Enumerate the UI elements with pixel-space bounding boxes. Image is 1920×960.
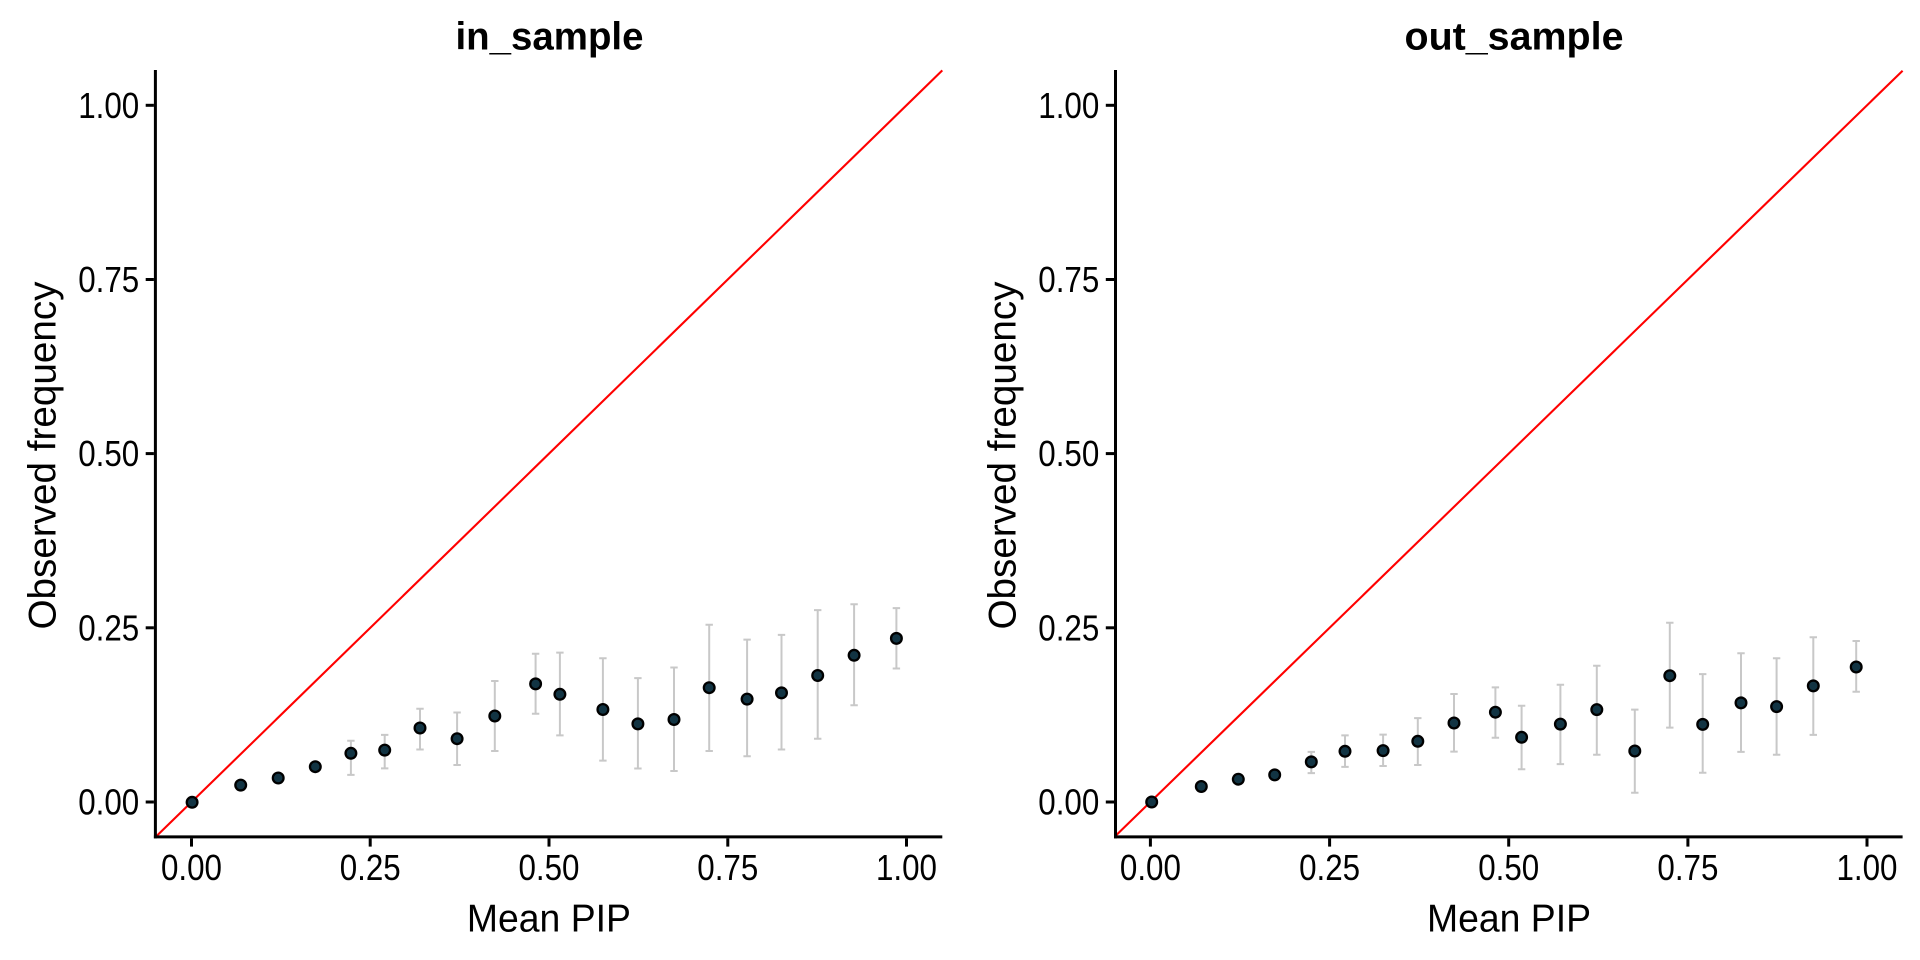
svg-text:1.00: 1.00 xyxy=(78,85,139,126)
svg-text:1.00: 1.00 xyxy=(1038,85,1099,126)
svg-text:Mean PIP: Mean PIP xyxy=(467,898,631,941)
svg-text:1.00: 1.00 xyxy=(876,847,937,888)
svg-text:0.50: 0.50 xyxy=(1478,847,1539,888)
svg-text:0.25: 0.25 xyxy=(340,847,401,888)
svg-text:Observed frequency: Observed frequency xyxy=(22,281,65,630)
svg-text:Observed frequency: Observed frequency xyxy=(982,281,1025,630)
svg-text:0.00: 0.00 xyxy=(1038,782,1099,823)
svg-text:0.75: 0.75 xyxy=(78,259,139,300)
svg-text:0.50: 0.50 xyxy=(1038,433,1099,474)
svg-text:1.00: 1.00 xyxy=(1837,847,1898,888)
svg-text:0.00: 0.00 xyxy=(1120,847,1181,888)
svg-text:0.25: 0.25 xyxy=(1299,847,1360,888)
svg-text:0.75: 0.75 xyxy=(697,847,758,888)
svg-text:0.75: 0.75 xyxy=(1038,259,1099,300)
svg-text:0.00: 0.00 xyxy=(161,847,222,888)
svg-text:0.25: 0.25 xyxy=(1038,607,1099,648)
svg-text:0.50: 0.50 xyxy=(519,847,580,888)
svg-text:0.00: 0.00 xyxy=(78,782,139,823)
svg-text:0.25: 0.25 xyxy=(78,607,139,648)
svg-text:Mean PIP: Mean PIP xyxy=(1427,898,1591,941)
svg-text:0.50: 0.50 xyxy=(78,433,139,474)
svg-text:0.75: 0.75 xyxy=(1657,847,1718,888)
svg-text:out_sample: out_sample xyxy=(1405,16,1624,59)
svg-text:in_sample: in_sample xyxy=(456,16,644,59)
